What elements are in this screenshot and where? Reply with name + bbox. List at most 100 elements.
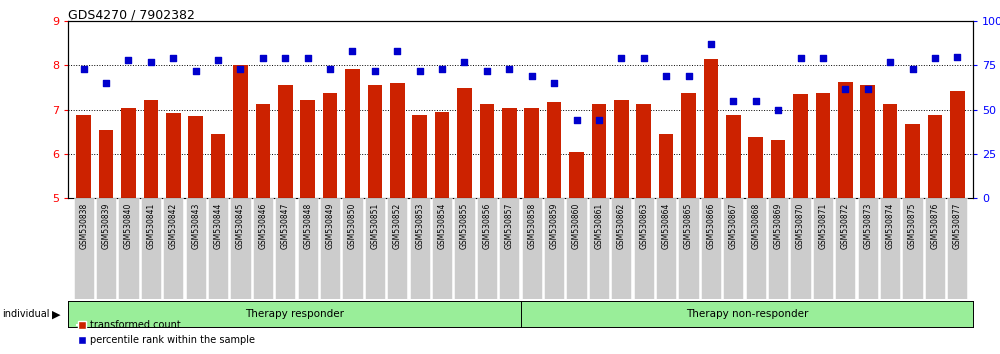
Point xyxy=(76,66,92,72)
Bar xyxy=(121,108,136,198)
Bar xyxy=(880,198,900,299)
Text: GSM530863: GSM530863 xyxy=(639,202,648,249)
Point xyxy=(255,56,271,61)
Text: GSM530841: GSM530841 xyxy=(146,202,155,249)
Bar xyxy=(905,124,920,198)
Point xyxy=(143,59,159,65)
Bar xyxy=(634,198,654,299)
Bar xyxy=(230,198,251,299)
Bar xyxy=(566,198,587,299)
Text: GSM530846: GSM530846 xyxy=(258,202,267,249)
Text: GSM530876: GSM530876 xyxy=(930,202,939,249)
Bar xyxy=(860,85,875,198)
Point xyxy=(681,73,697,79)
Point xyxy=(188,68,204,74)
Text: GSM530869: GSM530869 xyxy=(774,202,783,249)
Bar xyxy=(636,104,651,198)
Point xyxy=(636,56,652,61)
Bar xyxy=(611,198,631,299)
Bar xyxy=(96,198,116,299)
Point xyxy=(591,118,607,123)
Text: GSM530842: GSM530842 xyxy=(169,202,178,249)
Point xyxy=(456,59,472,65)
Bar xyxy=(614,100,629,198)
Point xyxy=(300,56,316,61)
Bar xyxy=(592,104,606,198)
Text: GSM530844: GSM530844 xyxy=(214,202,223,249)
Bar xyxy=(412,115,427,198)
Bar xyxy=(950,91,965,198)
Text: GSM530877: GSM530877 xyxy=(953,202,962,249)
Bar xyxy=(233,65,248,198)
Bar xyxy=(838,82,853,198)
Bar xyxy=(748,137,763,198)
Bar xyxy=(342,198,363,299)
Bar xyxy=(502,108,517,198)
Point xyxy=(569,118,585,123)
Point xyxy=(389,48,405,54)
Point xyxy=(949,54,965,59)
Text: GSM530860: GSM530860 xyxy=(572,202,581,249)
Point xyxy=(344,48,360,54)
Bar xyxy=(480,104,494,198)
Point xyxy=(882,59,898,65)
Text: individual: individual xyxy=(2,309,50,319)
Point xyxy=(927,56,943,61)
Bar xyxy=(323,93,337,198)
Bar xyxy=(275,198,295,299)
Bar xyxy=(410,198,430,299)
Bar xyxy=(793,94,808,198)
Bar xyxy=(256,104,270,198)
Point xyxy=(546,80,562,86)
Bar xyxy=(522,198,542,299)
Text: GSM530838: GSM530838 xyxy=(79,202,88,249)
Text: GSM530873: GSM530873 xyxy=(863,202,872,249)
Bar xyxy=(141,198,161,299)
Text: GSM530854: GSM530854 xyxy=(438,202,447,249)
Text: GSM530849: GSM530849 xyxy=(326,202,335,249)
Bar xyxy=(144,100,158,198)
Point xyxy=(905,66,921,72)
Text: GSM530866: GSM530866 xyxy=(706,202,715,249)
Bar xyxy=(320,198,340,299)
Bar xyxy=(835,198,855,299)
Text: GSM530857: GSM530857 xyxy=(505,202,514,249)
Point xyxy=(367,68,383,74)
Text: GSM530845: GSM530845 xyxy=(236,202,245,249)
Bar xyxy=(457,88,472,198)
Bar xyxy=(188,116,203,198)
Bar xyxy=(858,198,878,299)
Bar xyxy=(947,198,967,299)
Bar xyxy=(681,93,696,198)
Text: GSM530858: GSM530858 xyxy=(527,202,536,249)
Text: GSM530840: GSM530840 xyxy=(124,202,133,249)
Bar xyxy=(499,198,519,299)
Text: GSM530853: GSM530853 xyxy=(415,202,424,249)
Bar xyxy=(99,130,113,198)
Point xyxy=(120,57,136,63)
Bar xyxy=(589,198,609,299)
Bar xyxy=(569,152,584,198)
Legend: transformed count, percentile rank within the sample: transformed count, percentile rank withi… xyxy=(73,316,259,349)
Bar xyxy=(790,198,811,299)
Bar xyxy=(768,198,788,299)
Point xyxy=(748,98,764,104)
Bar xyxy=(544,198,564,299)
Text: GSM530856: GSM530856 xyxy=(482,202,491,249)
Bar xyxy=(883,104,897,198)
Point xyxy=(793,56,809,61)
Bar xyxy=(723,198,743,299)
Bar xyxy=(186,198,206,299)
Bar xyxy=(118,198,139,299)
Point xyxy=(322,66,338,72)
Bar xyxy=(345,69,360,198)
Point xyxy=(658,73,674,79)
Bar xyxy=(387,198,407,299)
Bar xyxy=(659,134,673,198)
Bar xyxy=(253,198,273,299)
Point xyxy=(232,66,248,72)
Point xyxy=(434,66,450,72)
Bar xyxy=(678,198,699,299)
Text: GSM530864: GSM530864 xyxy=(662,202,671,249)
Bar xyxy=(813,198,833,299)
